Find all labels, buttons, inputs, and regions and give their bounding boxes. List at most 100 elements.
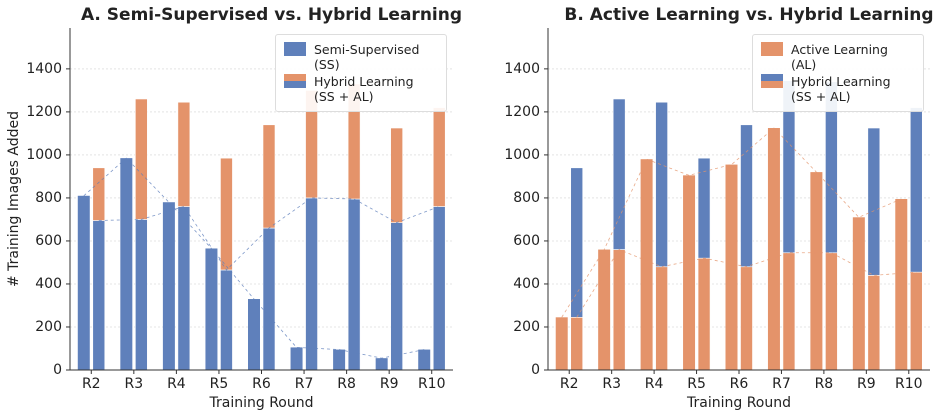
bar-segment [262,124,276,229]
bar-segment [570,167,584,318]
bar [120,158,133,370]
legend-label: Active Learning (AL) [791,42,888,72]
x-axis-label: Training Round [686,395,791,411]
bar-segment [220,157,233,271]
legend-label: Semi-Supervised (SS) [314,42,420,72]
trend-line [83,157,425,359]
bar [895,199,908,370]
legend-entry: Hybrid Learning (SS + AL) [761,74,915,104]
bar [555,317,568,370]
bar-segment [262,227,276,371]
y-tick-label: 200 [35,319,62,335]
bar [290,347,303,370]
x-tick-label: R8 [815,376,834,392]
bar [375,358,388,370]
legend-label: Hybrid Learning (SS + AL) [314,74,414,104]
x-tick-label: R2 [82,376,101,392]
bar-segment [92,167,106,221]
x-tick-label: R3 [602,376,621,392]
y-tick-label: 0 [531,362,540,378]
x-tick-label: R9 [380,376,399,392]
bar-segment [347,198,361,371]
x-tick-label: R7 [772,376,791,392]
bar [77,195,90,370]
bar [205,248,218,370]
swatch-part [761,42,783,56]
swatch-part [761,74,783,81]
bar-segment [697,157,711,259]
legend-label: Hybrid Learning (SS + AL) [791,74,891,104]
swatch-part [284,74,306,81]
bar-segment [697,257,711,371]
x-tick-label: R10 [418,376,446,392]
legend-swatch [284,74,306,88]
bar-segment [909,271,923,371]
y-tick-label: 1400 [504,61,540,77]
bar-segment [740,124,753,268]
x-axis-label: Training Round [209,395,314,411]
bar-segment [92,220,106,371]
bar-segment [867,127,881,276]
bar-segment [135,98,148,220]
y-tick-label: 1000 [26,147,62,163]
legend-swatch [284,42,306,56]
bar-segment [177,206,191,371]
bar [162,202,175,370]
x-tick-label: R5 [210,376,229,392]
y-tick-label: 400 [35,276,62,292]
y-axis-label: # Training Images Added [6,111,22,287]
bar-segment [655,266,668,371]
bar-segment [432,206,446,371]
bar-segment [782,252,796,371]
bar-segment [177,101,191,207]
x-tick-label: R9 [857,376,876,392]
trend-line [561,127,902,318]
bar-segment [570,317,584,371]
y-tick-label: 1200 [504,104,540,120]
bar-segment [655,101,668,268]
bar-segment [432,107,446,207]
bar-segment [390,222,403,371]
x-tick-label: R7 [295,376,314,392]
chart-title: B. Active Learning vs. Hybrid Learning [564,5,933,25]
legend-entry: Semi-Supervised (SS) [284,42,438,72]
swatch-part [761,81,783,88]
y-tick-label: 0 [53,362,62,378]
x-tick-label: R6 [252,376,271,392]
x-tick-label: R3 [125,376,144,392]
bar [683,175,696,370]
trend-line [98,197,440,271]
bar-segment [220,269,233,371]
y-tick-label: 800 [513,190,540,206]
bar-segment [305,197,318,371]
legend: Active Learning (AL) Hybrid Learning (SS … [752,34,924,112]
bar [852,217,865,370]
bar [598,249,611,370]
swatch-part [284,42,306,56]
x-tick-label: R2 [560,376,579,392]
x-tick-label: R4 [167,376,186,392]
bar-segment [909,107,923,273]
bar [418,349,431,370]
y-tick-label: 800 [35,190,62,206]
y-tick-label: 1400 [26,61,62,77]
bar-segment [867,275,881,371]
x-tick-label: R6 [730,376,749,392]
y-tick-label: 600 [513,233,540,249]
legend-entry: Hybrid Learning (SS + AL) [284,74,438,104]
y-tick-label: 1200 [26,104,62,120]
trend-line [576,249,917,318]
y-tick-label: 400 [513,276,540,292]
chart-title: A. Semi-Supervised vs. Hybrid Learning [81,5,462,25]
bar [248,299,260,370]
bar [333,349,346,370]
legend: Semi-Supervised (SS) Hybrid Learning (SS … [275,34,447,112]
y-tick-label: 200 [513,319,540,335]
x-tick-label: R5 [687,376,706,392]
bar-segment [135,219,148,371]
x-tick-label: R10 [895,376,923,392]
bar-segment [390,127,403,223]
swatch-part [284,81,306,88]
x-tick-label: R4 [645,376,664,392]
